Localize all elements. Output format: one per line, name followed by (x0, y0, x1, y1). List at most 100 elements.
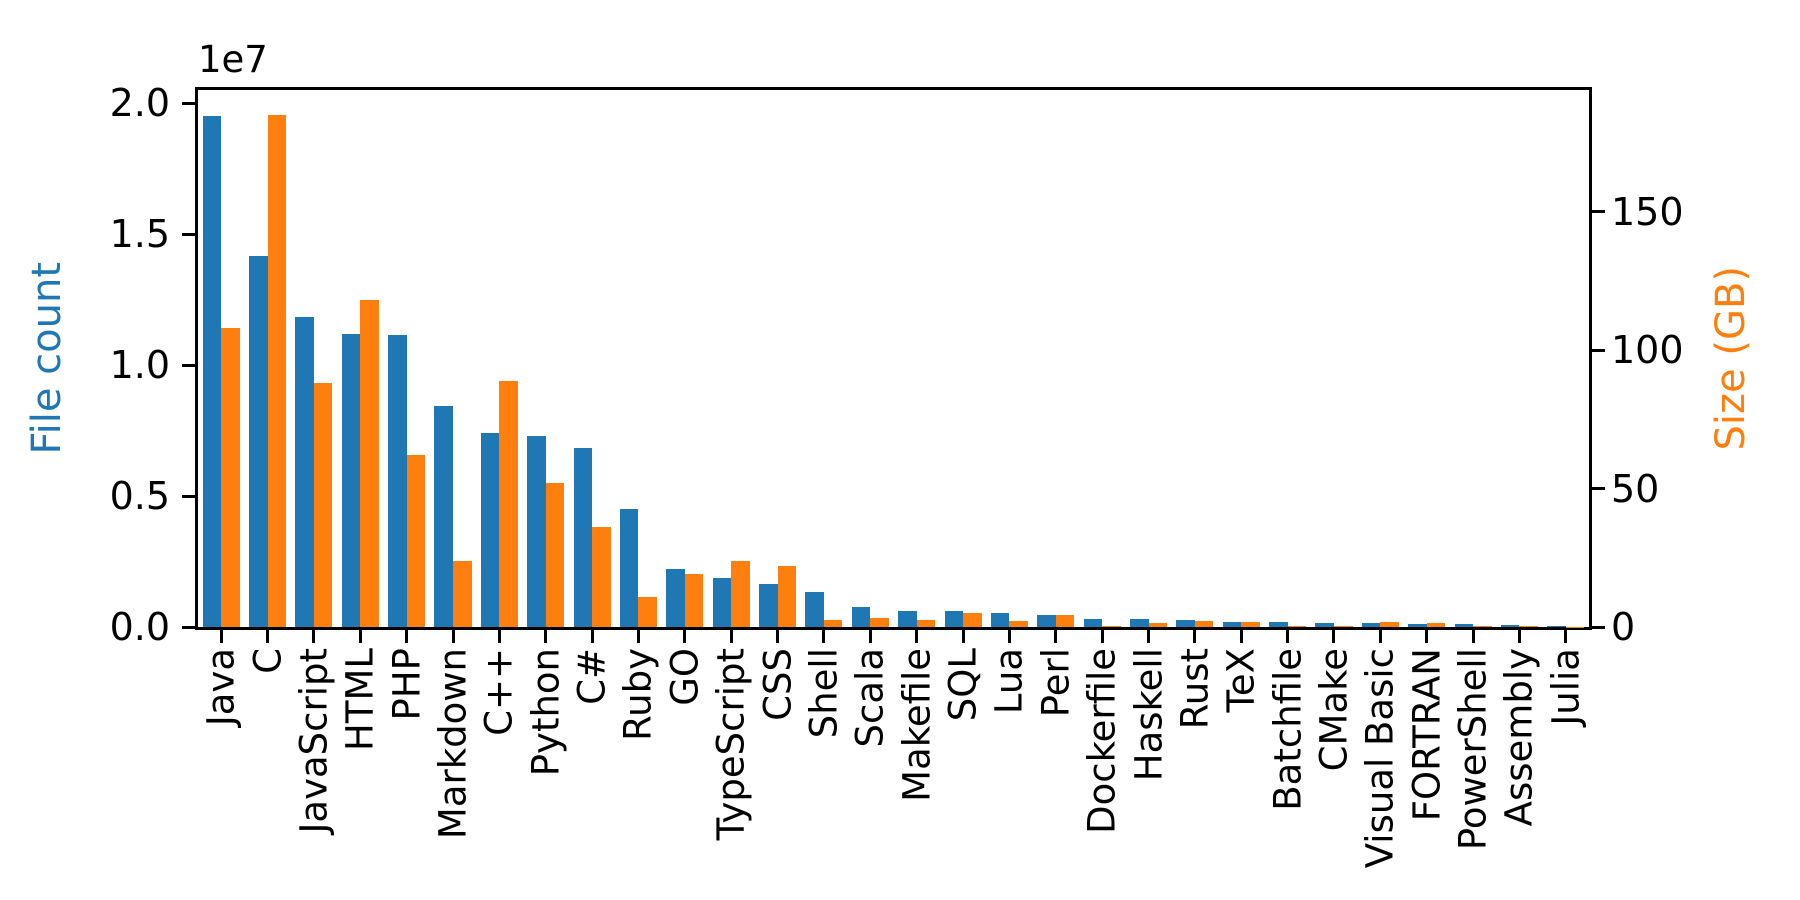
x-tick-label-assembly: Assembly (1497, 648, 1541, 827)
x-tick-scala (868, 630, 872, 643)
x-tick-css (776, 630, 780, 643)
bar-file-count-tex (1222, 621, 1242, 627)
bar-file-count-go (666, 569, 685, 627)
x-tick-fortran (1425, 630, 1429, 643)
x-tick-java (219, 630, 223, 643)
left-axis-title: File count (24, 262, 70, 455)
left-y-tick-1.0 (182, 363, 195, 367)
x-tick-shell (822, 630, 826, 643)
bar-size-gb-dockerfile (1102, 625, 1121, 627)
x-tick-c (497, 630, 501, 643)
right-y-tick-50 (1592, 487, 1605, 491)
x-tick-label-sql: SQL (941, 648, 985, 722)
bar-file-count-dockerfile (1083, 618, 1103, 627)
bar-size-gb-batchfile (1287, 626, 1307, 627)
bar-size-gb-markdown (453, 560, 472, 627)
bar-size-gb-perl (1055, 615, 1075, 627)
bar-file-count-typescript (712, 578, 732, 627)
bar-file-count-fortran (1408, 624, 1427, 627)
x-tick-label-perl: Perl (1034, 648, 1078, 718)
left-y-tick-label-0.5: 0.5 (109, 474, 170, 519)
x-tick-haskell (1147, 630, 1151, 643)
bar-size-gb-javascript (313, 383, 333, 627)
x-tick-label-dockerfile: Dockerfile (1080, 648, 1124, 834)
bar-file-count-shell (805, 592, 824, 627)
x-tick-php (405, 630, 409, 643)
x-tick-makefile (915, 630, 919, 643)
bar-file-count-lua (990, 612, 1010, 627)
bar-file-count-c (480, 433, 500, 627)
x-tick-label-batchfile: Batchfile (1266, 648, 1310, 811)
bar-file-count-markdown (434, 405, 453, 627)
bar-size-gb-html (360, 300, 379, 627)
bar-file-count-batchfile (1269, 621, 1288, 627)
x-tick-label-visual-basic: Visual Basic (1358, 648, 1402, 869)
x-tick-julia (1564, 630, 1568, 643)
bar-file-count-assembly (1500, 625, 1520, 627)
x-tick-perl (1054, 630, 1058, 643)
x-tick-label-scala: Scala (848, 648, 892, 748)
left-y-tick-label-1.5: 1.5 (109, 212, 170, 257)
bar-file-count-c (573, 447, 593, 627)
left-y-tick-label-0.0: 0.0 (109, 605, 170, 649)
x-tick-label-c: C# (570, 648, 614, 705)
bar-file-count-java (202, 116, 222, 627)
x-tick-label-makefile: Makefile (895, 648, 939, 802)
right-y-tick-100 (1592, 348, 1605, 352)
x-tick-cmake (1332, 630, 1336, 643)
bar-size-gb-lua (1009, 621, 1028, 627)
left-y-tick-2.0 (182, 101, 195, 105)
x-tick-assembly (1517, 630, 1521, 643)
x-tick-python (544, 630, 548, 643)
x-tick-label-cmake: CMake (1312, 648, 1356, 772)
bar-file-count-ruby (619, 509, 639, 627)
x-tick-label-go: GO (663, 648, 707, 706)
bar-file-count-visual-basic (1361, 623, 1381, 627)
left-y-tick-label-2.0: 2.0 (109, 81, 170, 126)
bar-file-count-haskell (1129, 619, 1149, 627)
bar-file-count-python (527, 435, 546, 627)
bar-file-count-c (249, 256, 268, 627)
bar-file-count-perl (1037, 615, 1056, 627)
bar-size-gb-visual-basic (1380, 622, 1399, 627)
x-tick-typescript (729, 630, 733, 643)
x-tick-label-java: Java (199, 648, 243, 727)
bar-size-gb-sql (963, 613, 982, 627)
bar-size-gb-makefile (916, 620, 936, 627)
left-axis-title-box: File count (24, 90, 70, 627)
bar-size-gb-tex (1241, 622, 1260, 627)
x-tick-label-markdown: Markdown (431, 648, 475, 840)
x-tick-label-ruby: Ruby (616, 648, 660, 741)
x-tick-label-rust: Rust (1173, 648, 1217, 730)
bar-file-count-cmake (1315, 623, 1334, 627)
x-tick-visual-basic (1378, 630, 1382, 643)
bar-size-gb-cmake (1333, 626, 1353, 627)
right-y-tick-label-100: 100 (1611, 328, 1684, 373)
left-y-tick-0.0 (182, 625, 195, 629)
x-tick-lua (1007, 630, 1011, 643)
bar-size-gb-powershell (1473, 625, 1492, 627)
right-y-tick-label-0: 0 (1611, 605, 1636, 649)
left-y-tick-1.5 (182, 232, 195, 236)
bar-file-count-javascript (295, 316, 314, 627)
bar-size-gb-rust (1194, 620, 1214, 627)
bar-file-count-makefile (898, 610, 917, 627)
x-tick-label-c: C (246, 648, 290, 674)
bar-size-gb-python (545, 483, 565, 627)
bar-file-count-html (341, 333, 361, 627)
bar-file-count-rust (1176, 619, 1195, 627)
x-tick-label-haskell: Haskell (1127, 648, 1171, 782)
bar-size-gb-typescript (731, 560, 750, 627)
bar-size-gb-go (684, 574, 704, 627)
bar-file-count-css (759, 583, 778, 627)
bar-file-count-sql (944, 611, 964, 627)
bar-file-count-scala (851, 607, 871, 627)
x-tick-c (266, 630, 270, 643)
x-tick-label-powershell: PowerShell (1451, 648, 1495, 851)
x-tick-label-c: C++ (477, 648, 521, 736)
x-tick-javascript (312, 630, 316, 643)
bar-size-gb-ruby (638, 596, 657, 627)
right-y-tick-150 (1592, 210, 1605, 214)
bar-file-count-powershell (1454, 624, 1474, 627)
